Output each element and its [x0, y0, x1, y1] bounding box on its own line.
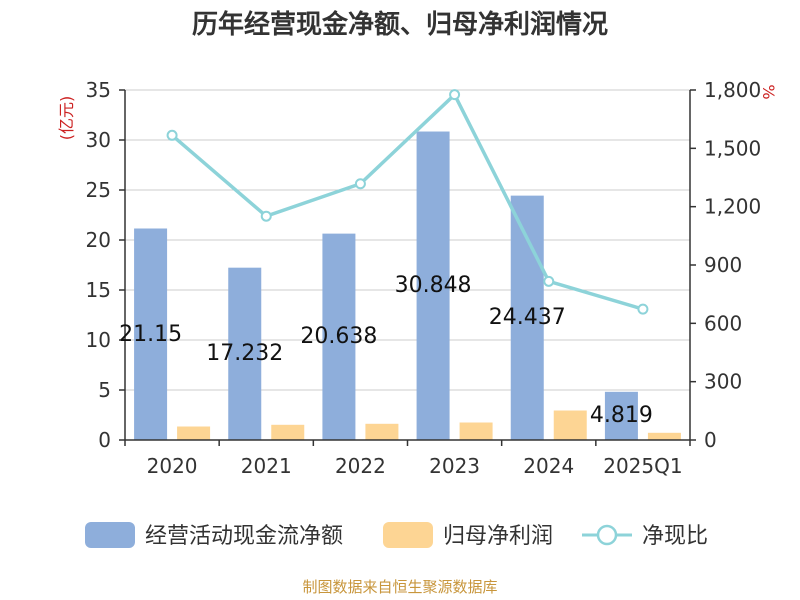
left-tick-label: 35	[86, 78, 111, 102]
source-note: 制图数据来自恒生聚源数据库	[302, 578, 497, 596]
cash-flow-bar	[228, 267, 262, 440]
right-axis-unit: %	[759, 84, 778, 99]
bars	[134, 131, 681, 440]
data-labels: 21.15 17.232 20.638 30.848 24.437 4.819	[119, 273, 653, 428]
axes: 0 5 10 15 20 25 30 35 0 300 600 900 1,200 1,500 1,800 2…	[86, 78, 762, 478]
ratio-point	[637, 303, 649, 315]
legend-swatch-cash-flow	[85, 522, 135, 548]
right-tick-label: 1,200	[704, 195, 761, 219]
x-tick-label: 2025Q1	[603, 454, 682, 478]
right-tick-label: 300	[704, 370, 742, 394]
x-tick-label: 2022	[335, 454, 386, 478]
cash-flow-bar	[134, 228, 168, 440]
cash-flow-data-label: 17.232	[206, 341, 283, 366]
cash-flow-bar	[416, 131, 450, 440]
legend: 经营活动现金流净额 归母净利润 净现比	[85, 522, 708, 549]
cash-flow-bar	[604, 391, 638, 440]
net-profit-bar	[553, 410, 587, 440]
left-tick-label: 15	[86, 278, 111, 302]
ratio-point	[449, 89, 461, 101]
net-profit-bar	[365, 423, 399, 440]
net-profit-bar	[647, 432, 681, 440]
x-tick-label: 2021	[241, 454, 292, 478]
legend-label-ratio: 净现比	[642, 524, 708, 549]
cash-flow-data-label: 24.437	[489, 305, 566, 330]
ratio-line	[166, 89, 649, 315]
ratio-point	[166, 129, 178, 141]
ratio-point	[354, 178, 366, 190]
left-tick-label: 25	[86, 178, 111, 202]
legend-marker-ratio	[596, 524, 618, 546]
legend-label-net-profit: 归母净利润	[443, 524, 553, 549]
legend-swatch-net-profit	[383, 522, 433, 548]
legend-label-cash-flow: 经营活动现金流净额	[145, 524, 343, 549]
right-tick-label: 1,800	[704, 78, 761, 102]
net-profit-bar	[177, 426, 211, 440]
ratio-point	[543, 275, 555, 287]
ratio-point	[260, 210, 272, 222]
cash-flow-bar	[322, 233, 356, 440]
right-tick-label: 1,500	[704, 136, 761, 160]
left-tick-label: 10	[86, 328, 111, 352]
ratio-line-path	[170, 91, 644, 311]
net-profit-bar	[459, 422, 493, 440]
cash-flow-data-label: 20.638	[300, 324, 377, 349]
net-profit-bar	[271, 424, 305, 440]
left-tick-label: 30	[86, 128, 111, 152]
left-axis-unit: (亿元)	[57, 96, 76, 141]
cash-flow-data-label: 21.15	[119, 322, 182, 347]
x-tick-label: 2024	[523, 454, 574, 478]
cash-flow-data-label: 4.819	[590, 403, 653, 428]
x-tick-label: 2023	[429, 454, 480, 478]
left-tick-label: 20	[86, 228, 111, 252]
chart-title: 历年经营现金净额、归母净利润情况	[192, 9, 608, 40]
left-tick-label: 5	[98, 378, 111, 402]
cash-flow-data-label: 30.848	[395, 273, 472, 298]
right-tick-label: 600	[704, 311, 742, 335]
right-tick-label: 0	[704, 428, 717, 452]
right-tick-label: 900	[704, 253, 742, 277]
x-tick-label: 2020	[147, 454, 198, 478]
left-tick-label: 0	[98, 428, 111, 452]
